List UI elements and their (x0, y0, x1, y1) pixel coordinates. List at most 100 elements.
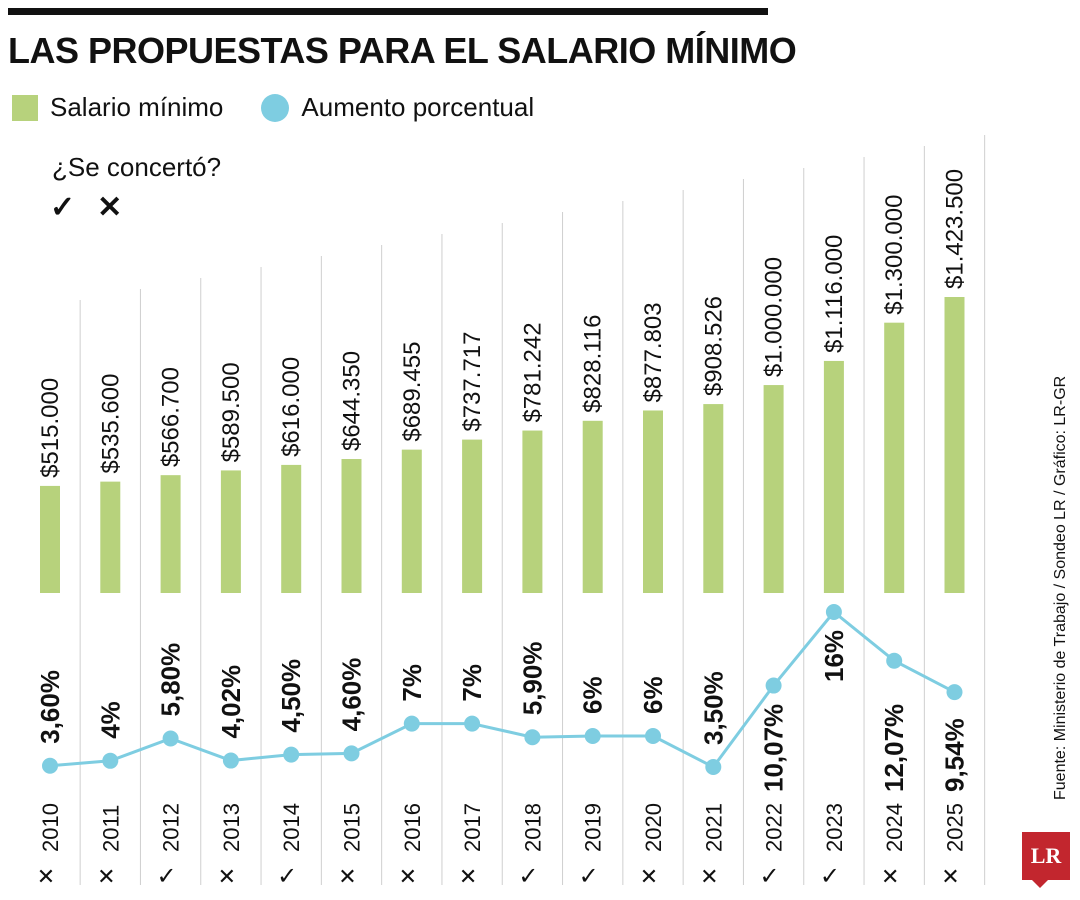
salary-bar (401, 449, 422, 593)
legend-dot-swatch (261, 93, 290, 122)
increase-value-label: 12,07% (879, 704, 909, 792)
check-icon: ✓ (157, 862, 177, 890)
increase-point (584, 728, 601, 744)
salary-bar (582, 420, 603, 593)
check-icon: ✓ (579, 862, 599, 890)
year-label: 2019 (581, 803, 606, 852)
salary-value-label: $1.116.000 (821, 235, 848, 353)
increase-value-label: 4,60% (337, 658, 367, 732)
increase-point (464, 715, 481, 732)
increase-value-label: 10,07% (759, 704, 789, 792)
year-label: 2012 (159, 803, 184, 852)
salary-bar (763, 385, 784, 593)
salary-value-label: $877.803 (640, 302, 667, 402)
cross-icon: ✕ (97, 865, 115, 890)
year-label: 2025 (943, 803, 968, 852)
salary-bar (944, 297, 965, 593)
increase-point (42, 757, 58, 774)
year-label: 2014 (279, 803, 304, 852)
increase-value-label: 3,60% (35, 670, 65, 744)
increase-value-label: 6% (638, 676, 668, 714)
salary-bar (40, 485, 60, 593)
salary-bar (643, 410, 663, 593)
year-label: 2015 (340, 803, 365, 852)
salary-value-label: $908.526 (700, 296, 727, 396)
year-label: 2018 (520, 803, 545, 852)
salary-value-label: $689.455 (399, 342, 426, 442)
increase-point (886, 652, 903, 669)
lr-logo-tail (1030, 878, 1050, 888)
cross-icon: ✕ (97, 191, 123, 224)
increase-point (645, 728, 661, 744)
increase-value-label: 6% (578, 676, 608, 714)
year-label: 2017 (460, 803, 485, 852)
cross-icon: ✕ (941, 865, 959, 890)
salary-value-label: $616.000 (278, 357, 305, 457)
increase-point (524, 729, 541, 746)
top-rule (8, 8, 768, 15)
source-note: Fuente: Ministerio de Trabajo / Sondeo L… (1052, 375, 1069, 800)
salary-value-label: $515.000 (37, 378, 64, 478)
increase-point (825, 604, 842, 620)
legend-dot-label: Aumento porcentual (301, 92, 535, 122)
year-label: 2022 (762, 803, 787, 852)
salary-value-label: $781.242 (519, 322, 546, 422)
increase-value-label: 16% (819, 630, 849, 682)
salary-value-label: $566.700 (158, 367, 185, 467)
salary-bar (823, 360, 844, 593)
check-icon: ✓ (518, 862, 538, 890)
salary-value-label: $535.600 (97, 374, 124, 474)
year-label: 2024 (882, 803, 907, 852)
increase-point (162, 730, 179, 747)
salary-bar (703, 404, 724, 593)
year-label: 2016 (400, 803, 425, 852)
chart-title: LAS PROPUESTAS PARA EL SALARIO MÍNIMO (8, 30, 797, 71)
check-icon: ✓ (50, 191, 76, 224)
increase-value-label: 4,50% (276, 659, 306, 733)
cross-icon: ✕ (399, 865, 417, 890)
check-icon: ✓ (820, 862, 840, 890)
salary-value-label: $1.300.000 (881, 195, 908, 315)
increase-value-label: 9,54% (940, 718, 970, 792)
increase-point (343, 745, 360, 762)
cross-icon: ✕ (338, 865, 356, 890)
legend-item-salary: Salario mínimo (12, 92, 223, 123)
increase-value-label: 5,90% (517, 642, 547, 716)
salary-bar (884, 322, 905, 593)
increase-point (283, 746, 300, 763)
cross-icon: ✕ (640, 865, 658, 890)
salary-value-label: $644.350 (339, 351, 366, 451)
salary-bar (522, 430, 543, 593)
check-icon: ✓ (760, 862, 780, 890)
increase-value-label: 3,50% (698, 671, 728, 745)
cross-icon: ✕ (459, 865, 477, 890)
salary-bar (462, 439, 483, 593)
increase-value-label: 4,02% (216, 665, 246, 739)
salary-bar (100, 481, 121, 593)
increase-point (102, 752, 119, 769)
year-label: 2013 (219, 803, 244, 852)
legend-item-increase: Aumento porcentual (261, 92, 534, 123)
increase-value-label: 5,80% (156, 643, 186, 717)
increase-line (49, 609, 956, 769)
cross-icon: ✕ (700, 865, 718, 890)
salary-bar (341, 459, 362, 593)
increase-point (222, 752, 239, 769)
salary-value-label: $589.500 (218, 362, 245, 462)
concert-legend: ✓ ✕ (50, 190, 122, 225)
increase-point (765, 677, 782, 694)
increase-point (946, 684, 963, 701)
increase-point (403, 715, 420, 732)
cross-icon: ✕ (881, 865, 899, 890)
increase-point (705, 759, 722, 775)
salary-value-label: $1.423.500 (942, 169, 969, 289)
salary-bar (281, 464, 302, 593)
year-label: 2023 (822, 803, 847, 852)
concert-question: ¿Se concertó? (52, 152, 222, 182)
cross-icon: ✕ (218, 865, 236, 890)
salary-value-label: $828.116 (580, 314, 607, 412)
legend-bar-swatch (12, 94, 38, 121)
increase-value-label: 7% (397, 664, 427, 702)
salary-value-label: $737.717 (459, 331, 486, 431)
